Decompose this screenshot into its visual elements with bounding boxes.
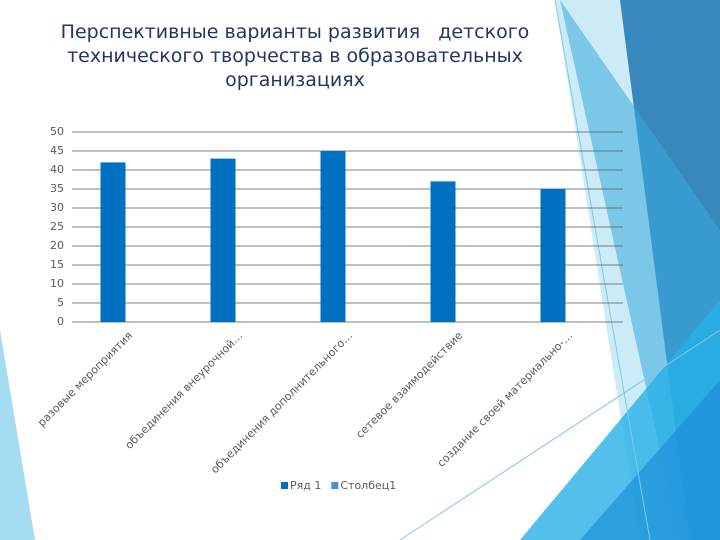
- y-tick-label: 0: [57, 315, 64, 328]
- x-tick-label: сетевое взаимодействие: [353, 329, 465, 441]
- legend-label: Ряд 1: [290, 479, 321, 492]
- x-tick-label: разовые мероприятия: [35, 329, 135, 429]
- y-tick-label: 15: [50, 258, 64, 271]
- y-tick-label: 25: [50, 220, 64, 233]
- y-tick-label: 10: [50, 277, 64, 290]
- y-tick-label: 20: [50, 239, 64, 252]
- bar: [540, 189, 566, 322]
- bar: [210, 158, 236, 322]
- legend-swatch: [281, 482, 288, 489]
- bar: [320, 151, 346, 322]
- bar: [430, 181, 456, 322]
- y-tick-label: 45: [50, 144, 64, 157]
- bar: [100, 162, 126, 322]
- x-tick-label: объединения внеурочной…: [123, 329, 246, 452]
- y-tick-label: 5: [57, 296, 64, 309]
- y-tick-label: 50: [50, 125, 64, 138]
- legend-swatch: [331, 482, 339, 489]
- x-tick-label: создание своей материально-…: [435, 329, 576, 470]
- y-tick-label: 30: [50, 201, 64, 214]
- y-tick-label: 40: [50, 163, 64, 176]
- chart-title: Перспективные варианты развития детского…: [60, 21, 536, 91]
- legend-label: Столбец1: [340, 479, 396, 492]
- y-tick-label: 35: [50, 182, 64, 195]
